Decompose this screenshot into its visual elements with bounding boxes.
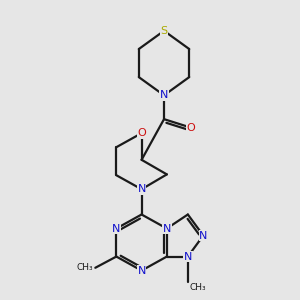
Text: N: N [137,266,146,276]
Text: N: N [137,184,146,194]
Text: N: N [112,224,121,233]
Text: CH₃: CH₃ [189,283,206,292]
Text: N: N [199,230,208,241]
Text: O: O [137,128,146,138]
Text: CH₃: CH₃ [76,263,93,272]
Text: N: N [184,252,192,262]
Text: O: O [186,123,195,133]
Text: N: N [163,224,171,233]
Text: N: N [160,90,168,100]
Text: S: S [160,26,168,36]
